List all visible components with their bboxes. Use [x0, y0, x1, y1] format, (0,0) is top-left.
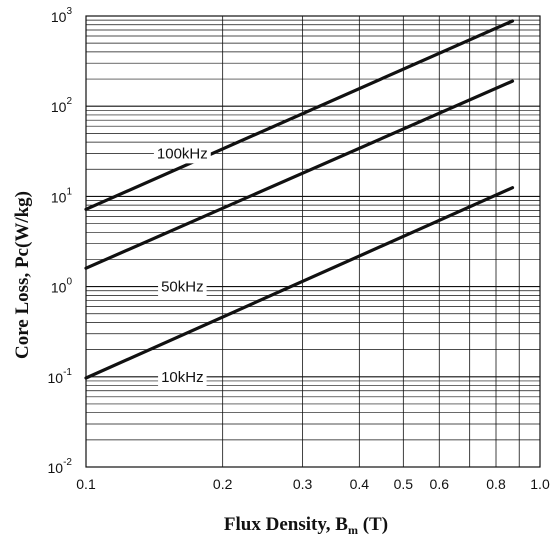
series-line-100kHz [84, 19, 515, 211]
x-axis-label-sub: m [348, 523, 358, 537]
series-label-bg [158, 277, 207, 297]
series-line-10kHz [84, 186, 515, 380]
x-tick-label: 0.5 [394, 476, 414, 492]
series-label-100kHz: 100kHz [157, 145, 208, 162]
series-label-50kHz: 50kHz [161, 279, 204, 296]
x-tick-label: 0.8 [486, 476, 506, 492]
series-line-50kHz [84, 79, 515, 270]
series-label-10kHz: 10kHz [161, 369, 204, 386]
y-tick-label: 102 [51, 96, 73, 115]
y-axis-label: Core Loss, Pc(W/kg) [12, 191, 33, 359]
plot-frame [85, 15, 541, 468]
y-tick-label: 10-2 [48, 457, 73, 476]
x-tick-label: 0.6 [430, 476, 450, 492]
y-tick-label: 10-1 [48, 367, 73, 386]
x-tick-labels: 0.1 0.2 0.3 0.4 0.5 0.6 0.8 1.0 [76, 476, 550, 492]
x-tick-label: 0.4 [350, 476, 370, 492]
x-tick-label: 0.2 [213, 476, 233, 492]
y-tick-label: 103 [51, 6, 73, 25]
series-group: 100kHz 50kHz 10kHz [84, 19, 515, 387]
series-label-bg [153, 144, 211, 164]
y-tick-labels: 10-2 10-1 100 101 102 103 [48, 6, 73, 476]
x-axis-label-tail: (T) [358, 514, 388, 535]
x-tick-label: 0.1 [76, 476, 96, 492]
x-axis-label: Flux Density, Bm (T) [224, 514, 388, 537]
y-tick-label: 101 [51, 186, 73, 205]
x-axis-label-main: Flux Density, B [224, 514, 348, 535]
y-tick-label: 100 [51, 277, 73, 296]
series-label-bg [158, 367, 207, 387]
grid [85, 16, 541, 468]
x-tick-label: 0.3 [293, 476, 313, 492]
x-tick-label: 1.0 [530, 476, 550, 492]
